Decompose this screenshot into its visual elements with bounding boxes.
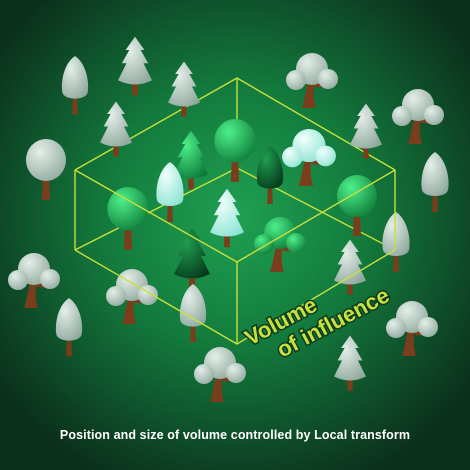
- volume-box-front: [74, 169, 396, 345]
- caption: Position and size of volume controlled b…: [59, 428, 411, 442]
